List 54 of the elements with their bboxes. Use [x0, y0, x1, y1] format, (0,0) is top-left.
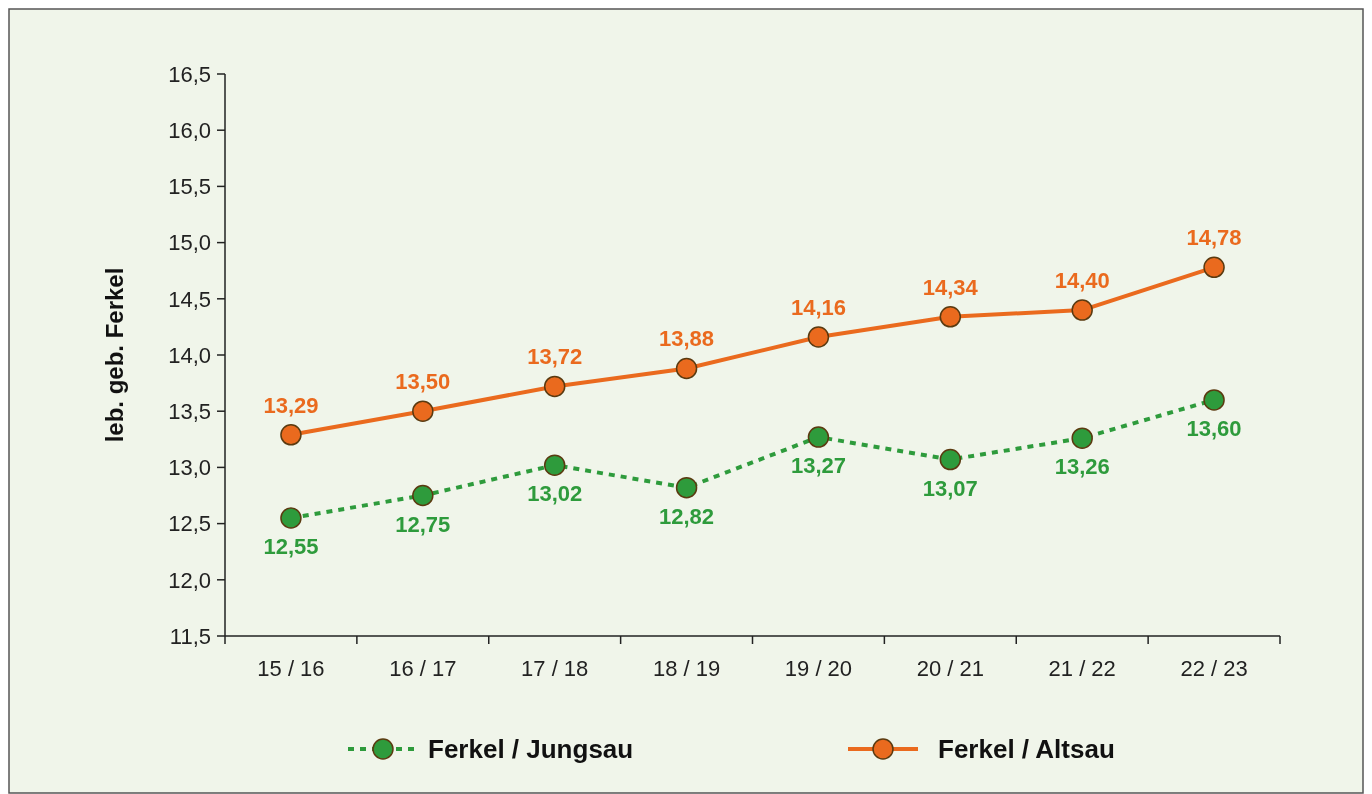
data-label: 13,27: [790, 453, 846, 479]
y-tick-label: 11,5: [169, 623, 211, 649]
point: [675, 357, 698, 380]
data-label: 13,26: [1054, 454, 1110, 480]
point: [543, 375, 566, 398]
y-tick-label: 12,5: [168, 511, 211, 537]
x-tick-label: 19 / 20: [784, 656, 853, 681]
y-tick-label: 16,5: [168, 61, 211, 87]
data-label: 13,60: [1186, 415, 1242, 441]
point: [939, 448, 962, 471]
data-label: 14,16: [790, 295, 846, 321]
data-label: 12,82: [659, 503, 715, 529]
legend-label: Ferkel / Altsau: [938, 734, 1115, 765]
y-tick-label: 15,5: [168, 174, 211, 200]
data-label: 13,72: [527, 344, 583, 370]
data-label: 14,34: [922, 274, 979, 300]
data-label: 12,55: [263, 533, 319, 559]
y-tick-label: 12,0: [168, 567, 211, 593]
data-label: 14,78: [1186, 225, 1242, 251]
x-tick-label: 16 / 17: [389, 656, 457, 681]
data-label: 13,29: [263, 392, 319, 418]
point: [412, 400, 434, 422]
data-label: 13,07: [922, 475, 978, 501]
x-tick-label: 17 / 18: [521, 656, 589, 681]
point: [412, 484, 434, 507]
point: [1071, 427, 1093, 449]
point: [1071, 299, 1093, 321]
point: [1203, 256, 1225, 279]
y-tick-label: 13,5: [168, 398, 211, 424]
point: [939, 306, 962, 328]
x-tick-label: 21 / 22: [1048, 656, 1116, 681]
legend-label: Ferkel / Jungsau: [428, 734, 634, 765]
y-tick-label: 14,0: [168, 342, 211, 368]
data-label: 13,02: [527, 481, 583, 507]
x-tick-label: 15 / 16: [257, 656, 325, 681]
x-tick-label: 18 / 19: [652, 656, 721, 681]
y-tick-label: 13,0: [168, 455, 211, 481]
x-tick-label: 22 / 23: [1180, 656, 1248, 681]
point: [280, 424, 302, 446]
data-label: 12,75: [395, 511, 451, 537]
point: [543, 454, 566, 476]
y-axis-title: leb. geb. Ferkel: [101, 267, 128, 443]
data-label: 13,88: [659, 326, 715, 352]
y-tick-label: 14,5: [168, 286, 211, 312]
y-tick-label: 16,0: [168, 117, 211, 143]
x-tick-label: 20 / 21: [916, 656, 984, 681]
point: [280, 507, 302, 529]
data-label: 14,40: [1054, 268, 1110, 294]
point: [1203, 389, 1225, 411]
y-tick-label: 15,0: [168, 230, 211, 256]
data-label: 13,50: [395, 369, 451, 395]
point: [807, 426, 830, 448]
point: [807, 326, 830, 348]
point: [675, 476, 698, 499]
